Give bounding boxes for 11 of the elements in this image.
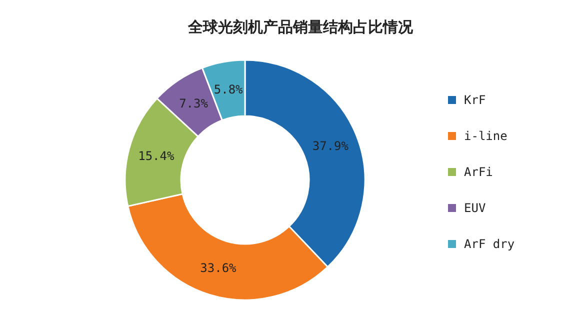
legend-label: EUV: [464, 201, 486, 215]
data-label: 37.9%: [312, 138, 350, 153]
data-label: 5.8%: [214, 82, 244, 97]
legend-label: ArFi: [464, 165, 493, 179]
legend-label: ArF dry: [464, 237, 515, 251]
data-label: 7.3%: [179, 96, 209, 111]
legend-label: i-line: [464, 129, 508, 143]
chart-title: 全球光刻机产品销量结构占比情况: [187, 18, 414, 36]
legend-label: KrF: [464, 93, 486, 107]
data-label: 15.4%: [138, 149, 176, 164]
data-label: 33.6%: [200, 261, 238, 276]
